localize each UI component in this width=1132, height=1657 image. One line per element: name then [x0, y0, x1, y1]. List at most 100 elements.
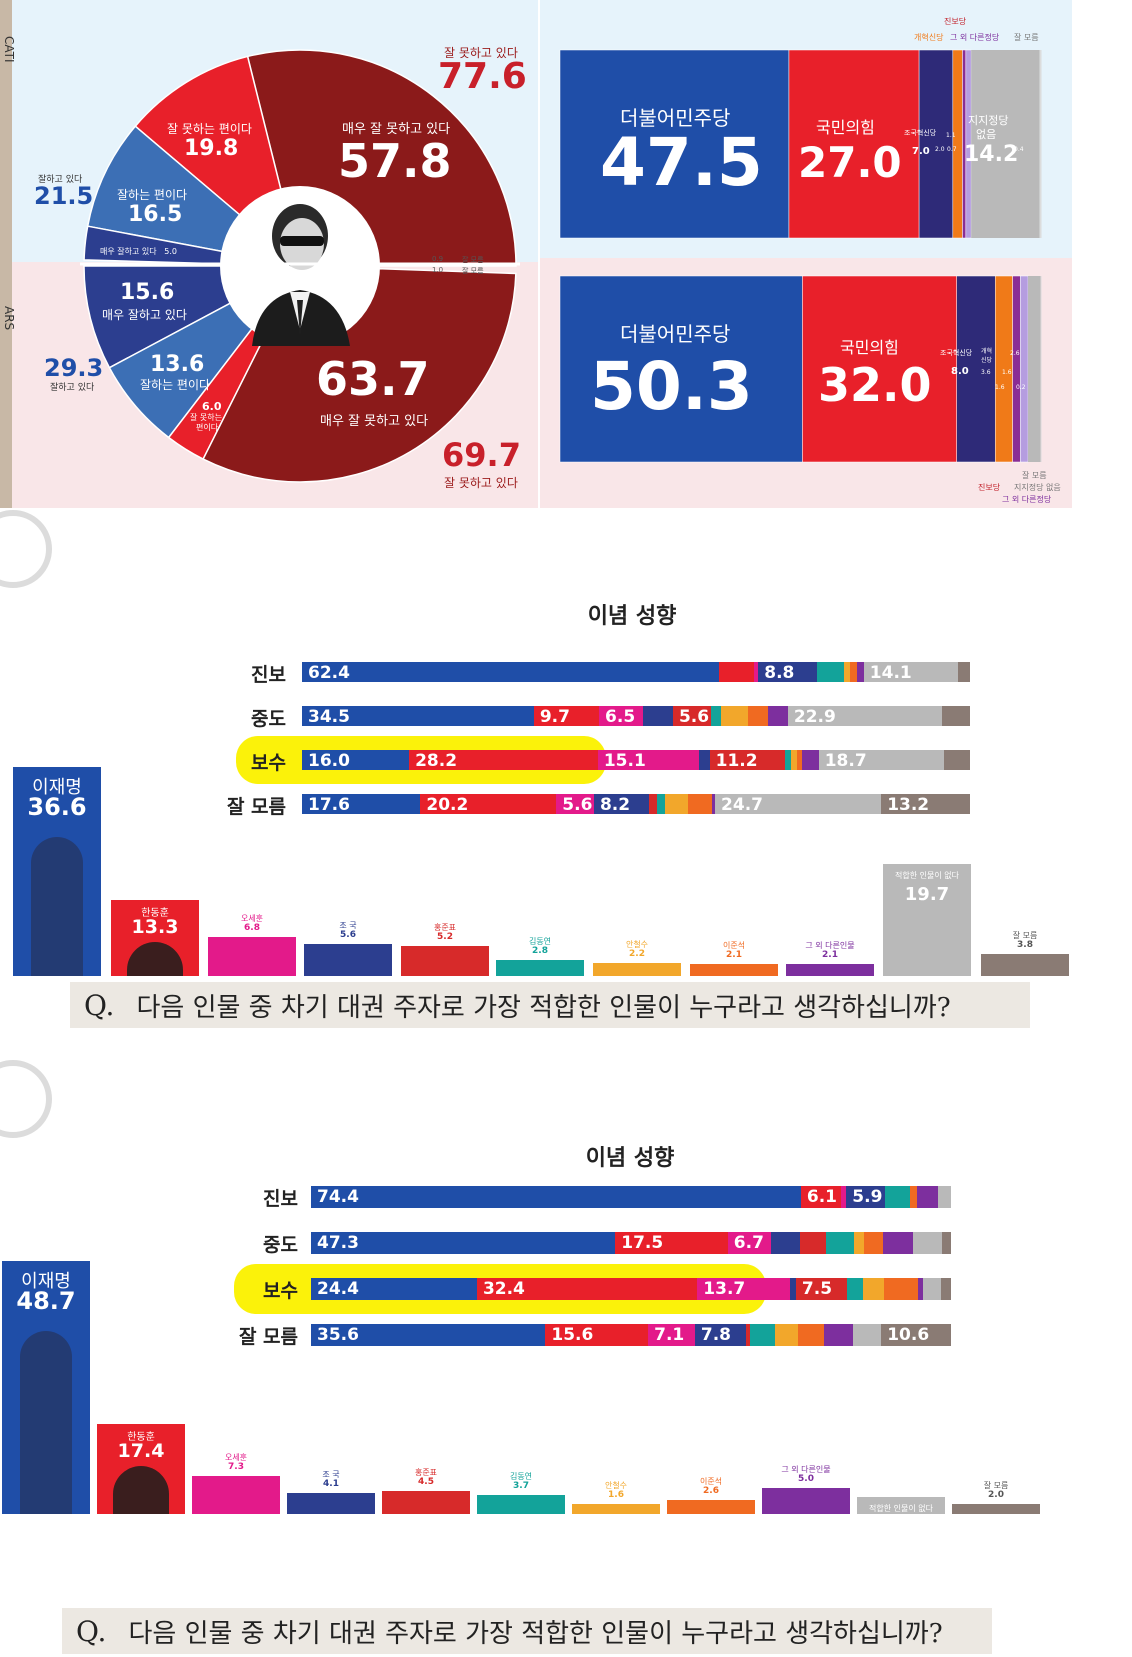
ideology-bar-segment	[923, 1278, 941, 1300]
ideology-bar-segment	[846, 1278, 863, 1300]
candidate-total-bar	[883, 863, 971, 976]
candidate-name: 잘 모름	[983, 1480, 1009, 1490]
approval-pie	[80, 49, 520, 483]
candidate-total-bar	[401, 946, 489, 976]
party-name-label: 국민의힘	[816, 118, 875, 137]
candidate-value: 6.8	[244, 923, 260, 934]
ideology-bar-segment	[910, 1186, 917, 1208]
candidate-value: 19.7	[904, 883, 950, 905]
ideology-bar-segment	[850, 662, 858, 682]
ars-dk-value: 1.0	[432, 266, 444, 274]
ideology-row-label: 잘 모름	[226, 796, 286, 818]
cati-very-bad-value: 57.8	[338, 134, 452, 188]
ideology-row-label: 진보	[251, 664, 286, 686]
party-name-label: 신당	[981, 357, 993, 364]
question-prefix: Q.	[76, 1614, 107, 1648]
candidate-total-bar	[762, 1488, 850, 1514]
ideology-bar-segment	[799, 1232, 826, 1254]
watermark-logo-icon	[0, 510, 52, 588]
candidate-value: 2.0	[988, 1489, 1004, 1500]
ideology-bar-segment	[882, 1232, 914, 1254]
ideology-bar-value: 10.6	[887, 1325, 930, 1345]
party-legend-label: 진보당	[944, 17, 967, 26]
ideology-bar-value: 74.4	[317, 1187, 359, 1207]
ideology-bar-segment	[796, 750, 802, 770]
candidate-total-bar	[477, 1494, 565, 1514]
ideology-bar-segment	[881, 794, 970, 814]
candidate-value: 7.3	[228, 1462, 244, 1473]
party-panel: 더불어민주당 47.5 국민의힘 27.0 조국혁신당 7.0 2.0 1.1 0.7 지지정당 없…	[540, 0, 1072, 508]
ideology-bar-segment	[817, 662, 844, 682]
party-value-label: 1.6	[995, 384, 1005, 391]
party-value-label: 32.0	[818, 358, 932, 412]
candidate-value: 36.6	[27, 793, 87, 822]
ideology-bar-segment	[754, 662, 759, 682]
candidate-name: 이재명	[21, 1270, 71, 1292]
candidate-value: 3.8	[1017, 940, 1033, 951]
ideology-bar-segment	[784, 750, 792, 770]
ideology-bar-value: 18.7	[824, 751, 867, 771]
ideology-bar-value: 14.1	[869, 663, 912, 683]
candidate-value: 5.6	[340, 930, 356, 941]
ideology-bar-segment	[709, 750, 785, 770]
candidate-name: 이준석	[722, 941, 746, 951]
ideology-row-label: 보수	[251, 752, 286, 774]
ideology-bar-segment	[718, 662, 755, 682]
ideology-bar-segment	[715, 794, 882, 814]
cati-total-bad-value: 77.6	[438, 56, 527, 97]
ideology-row-label: 진보	[263, 1188, 298, 1210]
ideology-bar-segment	[937, 1186, 951, 1208]
party-bar-segment	[971, 50, 1040, 238]
ideology-bar-segment	[823, 1324, 853, 1346]
party-bar-segment	[1012, 275, 1021, 463]
candidate-photo-icon	[31, 837, 83, 976]
candidate-total-bar	[786, 964, 874, 976]
ideology-bar-segment	[720, 706, 748, 726]
party-bar-segment	[559, 49, 790, 239]
ideology-bar-value: 47.3	[317, 1233, 359, 1253]
ars-total-bad-value: 69.7	[442, 436, 521, 474]
ideology-bar-value: 6.5	[605, 707, 636, 727]
question-prefix: Q.	[84, 988, 115, 1022]
ideology-bar-segment	[749, 1324, 775, 1346]
ars-good-value: 13.6	[150, 352, 205, 377]
party-value-label: 50.3	[590, 348, 753, 425]
party-value-label: 2.0	[935, 146, 945, 153]
ars-bad-value: 6.0	[202, 400, 222, 413]
cati-good-label: 잘하는 편이다	[117, 188, 188, 202]
ideology-bar-segment	[863, 1232, 883, 1254]
party-name-label: 더불어민주당	[620, 322, 731, 346]
candidate-total-bar	[981, 954, 1069, 976]
ideology-bar-segment	[657, 794, 665, 814]
candidate-name: 조 국	[322, 1469, 340, 1479]
candidate-value: 2.2	[629, 949, 645, 960]
ideology-bar-segment	[863, 662, 958, 682]
ideology-bar-value: 28.2	[415, 751, 458, 771]
party-value-label: 47.5	[600, 124, 763, 201]
candidate-value: 2.1	[726, 950, 742, 961]
ideology-bar-segment	[648, 1324, 695, 1346]
question-bar: Q. 다음 인물 중 차기 대권 주자로 가장 적합한 인물이 누구라고 생각하…	[70, 982, 1030, 1028]
ars-very-good-label: 매우 잘하고 있다	[102, 308, 187, 322]
ideology-bar-segment	[940, 1278, 951, 1300]
ideology-bar-segment	[853, 1232, 864, 1254]
ideology-row-label: 중도	[251, 708, 286, 730]
ideology-bar-segment	[791, 750, 797, 770]
ideology-bar-segment	[420, 794, 557, 814]
candidate-total-bar	[593, 963, 681, 976]
ideology-bar-segment	[767, 706, 788, 726]
candidate-name: 김동연	[509, 1471, 533, 1481]
ideology-bar-segment	[642, 706, 673, 726]
party-legend-label: 잘 모름	[1022, 471, 1047, 480]
party-bar-segment	[1028, 276, 1041, 462]
ideology-bar-value: 62.4	[308, 663, 350, 683]
ideology-bar-segment	[801, 750, 819, 770]
ideology-bar-segment	[800, 1186, 842, 1208]
ideology-bar-value: 17.5	[621, 1233, 664, 1253]
ars-total-good-label: 잘하고 있다	[50, 383, 95, 393]
party-bar-segment	[802, 275, 957, 463]
ideology-row-label: 중도	[263, 1234, 298, 1256]
ideology-bar-value: 32.4	[482, 1279, 525, 1299]
candidate-total-bar	[304, 944, 392, 976]
party-bar-segment	[956, 275, 996, 463]
